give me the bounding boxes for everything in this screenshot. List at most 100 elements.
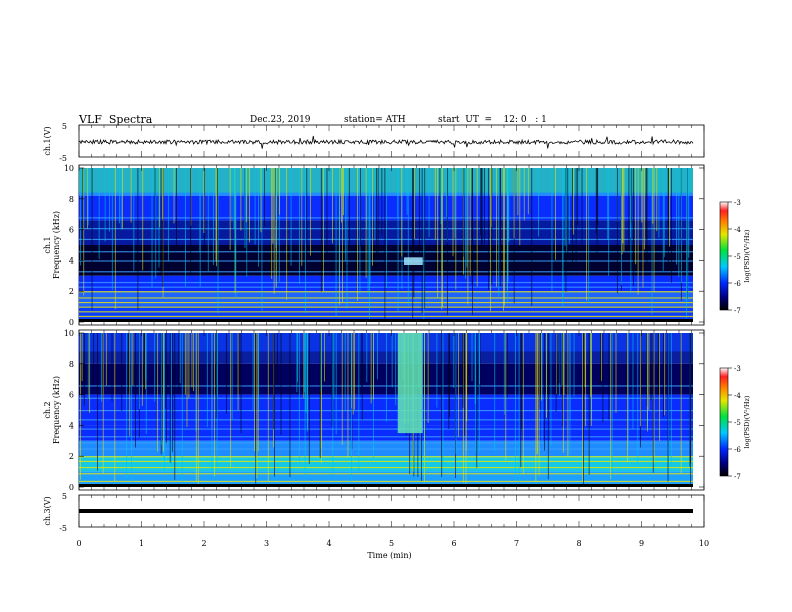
sferic-streak [668,333,669,465]
sferic-streak [252,333,254,411]
sferic-streak [521,333,523,430]
ch1-waveform-line [78,135,694,149]
sferic-streak [507,168,509,282]
sferic-streak [240,333,242,434]
colorbar-tick-label: -4 [734,392,741,400]
sferic-streak [155,168,157,279]
sferic-streak [662,168,664,271]
ch3-wave-axis-title: ch.3(V) [43,496,52,525]
colorbar-tick-label: -6 [734,280,741,288]
sferic-streak [680,333,682,474]
sferic-streak [195,333,197,482]
sferic-streak [667,333,669,482]
sferic-streak [652,168,654,224]
sferic-streak [307,333,309,432]
sferic-streak [108,168,110,232]
burst-feature [404,257,423,266]
sferic-streak [421,168,423,314]
sferic-streak [214,333,215,477]
spectrogram-band [79,195,693,221]
x-tick-label: 7 [514,539,519,548]
sferic-streak [670,333,672,466]
colorbar-tick-label: -7 [734,473,741,481]
sferic-streak [139,333,140,410]
sferic-streak [213,168,215,265]
sferic-streak [258,168,259,267]
sferic-streak [80,168,82,266]
sferic-streak [627,333,629,450]
ch3-waveform-line [79,509,693,513]
sferic-streak [541,333,543,443]
sferic-streak [299,168,300,285]
sferic-streak [652,333,654,473]
sferic-streak [352,333,354,415]
sferic-streak [544,333,546,451]
station-label: station= ATH [344,115,406,125]
sferic-streak [87,333,89,399]
sferic-streak [280,333,282,436]
sferic-streak [122,168,123,229]
sferic-streak [584,333,586,387]
harmonic-line [79,315,693,318]
sferic-streak [567,168,569,259]
x-tick-label: 10 [699,539,709,548]
sferic-streak [354,333,355,410]
sferic-streak [513,168,515,239]
sferic-streak [165,333,167,443]
sferic-streak [397,168,399,218]
sferic-streak [656,168,658,232]
sferic-streak [82,168,84,242]
sferic-streak [310,168,312,256]
sferic-streak [406,168,408,215]
sferic-streak [561,333,563,386]
sferic-streak [464,333,466,436]
sferic-streak [193,333,195,392]
colorbar-ticks: -3 -4 -5 -6 -7 log(PSD)(V²/Hz) -3 -4 -5 -6 -7 log(P… [728,199,751,481]
sferic-streak [120,168,122,230]
sferic-streak [600,333,602,385]
sferic-streak [217,168,218,242]
spectrogram-band [79,291,693,307]
sferic-streak [498,168,500,297]
sferic-streak [178,333,180,394]
harmonic-line [79,281,693,284]
ch1-wave-axis-title: ch.1(V) [43,126,52,155]
sferic-streak [154,333,156,402]
sferic-streak [323,168,324,292]
sferic-streak [186,333,188,427]
sferic-streak [478,333,480,452]
ch3-wave-tick-label: -5 [59,524,67,533]
sferic-streak [273,168,275,295]
sferic-streak [447,168,448,316]
sferic-streak [611,333,613,479]
sferic-streak [442,333,444,466]
harmonic-line [79,251,693,253]
sferic-streak [297,333,298,383]
sferic-streak [566,168,568,253]
sferic-streak [455,333,456,479]
sferic-streak [631,168,633,224]
sferic-streak [197,333,199,487]
sferic-streak [303,333,305,393]
sferic-streak [345,168,347,261]
sferic-streak [260,168,262,233]
ch1-y-tick-label: 2 [69,287,74,296]
sferic-streak [480,168,482,236]
sferic-streak [515,333,516,481]
colorbar-tick-label: -3 [734,365,741,373]
sferic-streak [434,168,436,240]
sferic-streak [274,333,275,477]
sferic-streak [575,168,577,262]
sferic-streak [555,333,557,412]
sferic-streak [424,333,425,483]
colorbar-ch1 [719,201,729,311]
sferic-streak [467,168,469,305]
sferic-streak [348,168,350,248]
sferic-streak [678,168,680,278]
sferic-streak [413,168,415,298]
sferic-streak [143,333,145,380]
sferic-streak [165,333,167,409]
sferic-streak [132,333,134,386]
sferic-streak [234,168,236,278]
ch1-y-tick-label: 8 [69,195,74,204]
